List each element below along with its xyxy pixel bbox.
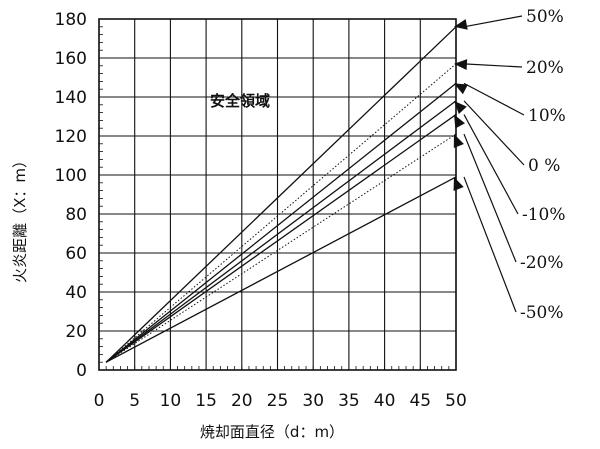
- series-label: 10%: [528, 106, 566, 126]
- x-tick-label: 10: [160, 391, 182, 411]
- grid: [98, 18, 457, 371]
- y-tick-label: 120: [55, 127, 87, 147]
- plot-frame: [98, 18, 457, 371]
- y-tick-label: 20: [65, 322, 87, 342]
- x-tick-label: 35: [338, 391, 360, 411]
- label-arrowhead: [453, 176, 464, 191]
- label-arrowhead: [454, 59, 468, 70]
- series-line: [105, 82, 457, 363]
- series-line: [105, 114, 457, 363]
- y-tick-label: 0: [76, 361, 87, 381]
- series-line: [105, 63, 457, 363]
- x-axis-title: 焼却面直径（d：m）: [200, 423, 344, 441]
- y-tick-label: 160: [55, 49, 87, 69]
- x-tick-label: 5: [129, 391, 140, 411]
- label-arrowhead: [454, 114, 465, 129]
- y-axis-title: 火炎距離（X：m）: [11, 153, 29, 283]
- series-line: [105, 26, 457, 363]
- series-lines: [105, 26, 457, 363]
- series-line: [105, 100, 457, 363]
- series-label: -10%: [522, 205, 566, 225]
- series-line: [105, 133, 457, 363]
- series-line: [105, 176, 457, 363]
- y-tick-label: 180: [55, 10, 87, 30]
- series-label: 50%: [526, 7, 564, 27]
- x-tick-label: 15: [195, 391, 217, 411]
- label-arrow-line: [463, 176, 517, 313]
- label-arrowhead: [453, 134, 464, 149]
- y-tick-label: 140: [55, 88, 87, 108]
- label-arrowhead: [454, 19, 468, 30]
- label-arrow-line: [463, 15, 523, 28]
- x-tick-label: 0: [94, 391, 105, 411]
- x-tick-label: 50: [445, 391, 467, 411]
- series-label: -20%: [520, 253, 564, 273]
- x-tick-label: 25: [267, 391, 289, 411]
- label-arrow-line: [463, 114, 519, 215]
- label-arrow-line: [463, 63, 523, 68]
- label-arrow-line: [463, 133, 517, 263]
- y-tick-label: 100: [55, 166, 87, 186]
- label-arrow-line: [463, 82, 525, 116]
- label-arrowhead: [454, 100, 467, 115]
- y-tick-label: 40: [65, 283, 87, 303]
- series-label: 0 %: [528, 156, 560, 176]
- x-tick-label: 45: [409, 391, 431, 411]
- label-arrow-line: [463, 100, 525, 166]
- x-tick-label: 40: [374, 391, 396, 411]
- series-label: 20%: [526, 58, 564, 78]
- y-tick-label: 80: [65, 205, 87, 225]
- series-labels: 50% 20% 10% 0 % -10% -20% -50%: [453, 7, 566, 323]
- label-arrowhead: [454, 83, 468, 95]
- annotation-safe-zone: 安全領域: [210, 92, 270, 110]
- x-tick-label: 30: [302, 391, 324, 411]
- tick-labels: 0 5 10 15 20 25 30 35 40 45 50 0 20 40 60 80 100 120 140 16…: [55, 10, 467, 411]
- x-tick-label: 20: [231, 391, 253, 411]
- y-tick-label: 60: [65, 244, 87, 264]
- series-label: -50%: [520, 303, 564, 323]
